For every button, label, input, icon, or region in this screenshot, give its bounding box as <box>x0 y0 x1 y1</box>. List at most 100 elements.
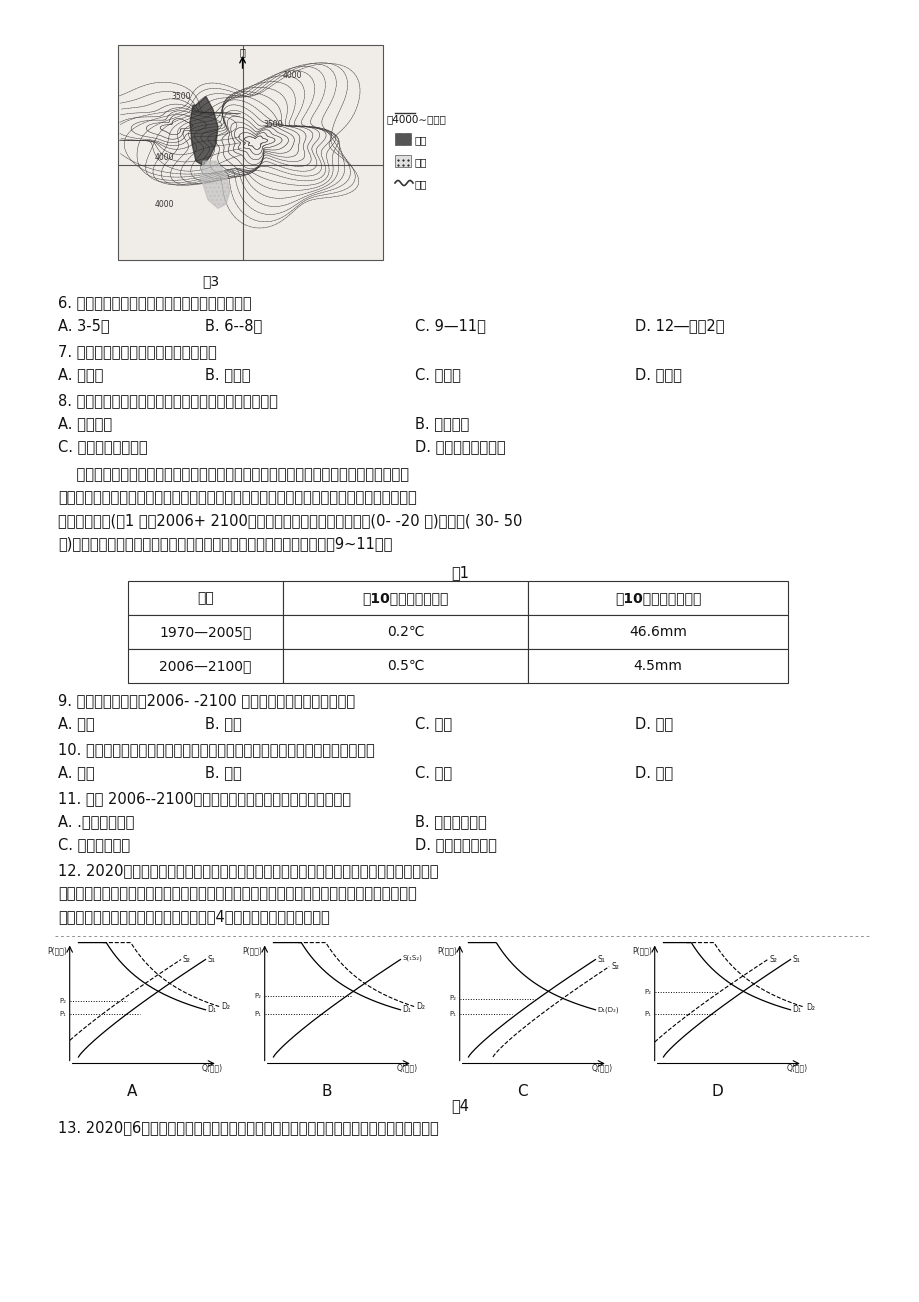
Text: D. 冷干: D. 冷干 <box>634 716 673 730</box>
Text: P(价格): P(价格) <box>437 947 456 956</box>
Text: 6. 水库修建前，布伦口湖湖水的最高水位出现在: 6. 水库修建前，布伦口湖湖水的最高水位出现在 <box>58 296 252 310</box>
Text: Q(数量): Q(数量) <box>786 1064 807 1073</box>
Text: A. 偏东风: A. 偏东风 <box>58 367 103 381</box>
Text: Q(数量): Q(数量) <box>396 1064 417 1073</box>
Text: D₁: D₁ <box>791 1005 800 1014</box>
Text: 3500: 3500 <box>171 92 190 102</box>
Text: 川西云杉林是青藏高原海拔分布最高的树种，对气候变化十分敏感。科学家们通过比较: 川西云杉林是青藏高原海拔分布最高的树种，对气候变化十分敏感。科学家们通过比较 <box>58 467 409 482</box>
Text: B. 暖干: B. 暖干 <box>205 716 242 730</box>
Text: 7. 推断形成白沙山的主导风向最可能是: 7. 推断形成白沙山的主导风向最可能是 <box>58 344 217 359</box>
Text: P₂: P₂ <box>449 996 456 1001</box>
Text: 10. 中、短期川西云杉幼龄树生物量的增加最多，其生物量增长的主导因素应是: 10. 中、短期川西云杉幼龄树生物量的增加最多，其生物量增长的主导因素应是 <box>58 742 374 756</box>
Text: D: D <box>710 1085 722 1099</box>
Text: 引发了消费者对蔬菜价格的担忧。下列图4能够正确描绘这一担忧的是: 引发了消费者对蔬菜价格的担忧。下列图4能够正确描绘这一担忧的是 <box>58 909 329 924</box>
Text: P₂: P₂ <box>644 990 651 995</box>
Text: Q(数量): Q(数量) <box>591 1064 612 1073</box>
Text: C: C <box>516 1085 527 1099</box>
Text: 沙山: 沙山 <box>414 158 427 167</box>
Text: P(价格): P(价格) <box>631 947 651 956</box>
Text: 12. 2020年夏季，我国多地出现大范围降雨降水，部分地区出现洪涝灾害，导致很多蔬菜生: 12. 2020年夏季，我国多地出现大范围降雨降水，部分地区出现洪涝灾害，导致很… <box>58 863 438 878</box>
Bar <box>528 615 788 648</box>
Text: S₁: S₁ <box>208 954 215 963</box>
Text: ␔4000∼等高线: ␔4000∼等高线 <box>387 115 447 124</box>
Text: 时期: 时期 <box>197 591 213 605</box>
Text: 产基地减产，甚至颗粒无收。在此期间，伴随着国内疫情形势好转，学校复学，餐饮业复苏，: 产基地减产，甚至颗粒无收。在此期间，伴随着国内疫情形势好转，学校复学，餐饮业复苏… <box>58 885 416 901</box>
Text: B. 整体不变: B. 整体不变 <box>414 417 469 431</box>
Text: D₂: D₂ <box>415 1003 425 1012</box>
Text: P(价格): P(价格) <box>47 947 67 956</box>
Text: 湖泊: 湖泊 <box>414 135 427 145</box>
Text: D₁(D₂): D₁(D₂) <box>596 1006 618 1013</box>
Text: S₁: S₁ <box>596 954 605 963</box>
Text: 4000: 4000 <box>155 152 175 161</box>
Text: A: A <box>127 1085 137 1099</box>
Text: P₂: P₂ <box>255 993 261 999</box>
Text: C. 偏北风: C. 偏北风 <box>414 367 460 381</box>
Bar <box>528 648 788 684</box>
Text: D. 各海拔大致相同: D. 各海拔大致相同 <box>414 837 496 852</box>
Text: 2006—2100年: 2006—2100年 <box>159 659 252 673</box>
Text: 4.5mm: 4.5mm <box>633 659 682 673</box>
Text: S₂: S₂ <box>183 954 190 963</box>
Polygon shape <box>200 161 230 208</box>
Text: 该树种不同海拔、树龄、不同时期的生物量变化来揭示其对气候变化的响应差异。研究显示，: 该树种不同海拔、树龄、不同时期的生物量变化来揭示其对气候变化的响应差异。研究显示… <box>58 490 416 505</box>
Text: S₁: S₁ <box>791 954 800 963</box>
Text: P(价格): P(价格) <box>242 947 261 956</box>
Text: 嘹3: 嘹3 <box>202 273 219 288</box>
Text: 公路: 公路 <box>414 178 427 189</box>
Text: S(₁S₂): S(₁S₂) <box>403 954 422 961</box>
Text: 0.2℃: 0.2℃ <box>386 625 424 639</box>
Text: P₁: P₁ <box>449 1012 456 1017</box>
Bar <box>128 648 283 684</box>
Text: 表1: 表1 <box>450 565 469 579</box>
Text: B. 光照: B. 光照 <box>205 766 242 780</box>
Text: 北: 北 <box>239 47 245 57</box>
Text: D₂: D₂ <box>805 1003 814 1012</box>
Text: 11. 推测 2006--2100年，相同树龄的川西云杉林生物量的增加: 11. 推测 2006--2100年，相同树龄的川西云杉林生物量的增加 <box>58 792 351 806</box>
Text: C. 冷湿: C. 冷湿 <box>414 716 451 730</box>
Text: 4000: 4000 <box>282 70 301 79</box>
Text: 嘹4: 嘹4 <box>450 1098 469 1113</box>
Text: A. 暖湿: A. 暖湿 <box>58 716 95 730</box>
Text: 每10年降水平均增加: 每10年降水平均增加 <box>614 591 700 605</box>
Text: 9. 从表格数据判断，2006- -2100 年青藏高原的气候变化趋势为: 9. 从表格数据判断，2006- -2100 年青藏高原的气候变化趋势为 <box>58 693 355 708</box>
Text: 13. 2020年6月，国企改革三年行动方案通过，首次提出了支持国企民企之间兼并重组和战: 13. 2020年6月，国企改革三年行动方案通过，首次提出了支持国企民企之间兼并… <box>58 1120 438 1135</box>
Text: B. 偏西风: B. 偏西风 <box>205 367 250 381</box>
Text: C. 9—11月: C. 9—11月 <box>414 318 485 333</box>
Bar <box>128 581 283 615</box>
Bar <box>283 648 528 684</box>
Text: 1970—2005年: 1970—2005年 <box>159 625 252 639</box>
Text: 4000: 4000 <box>155 199 175 208</box>
Text: C. 低海拔区最多: C. 低海拔区最多 <box>58 837 130 852</box>
Bar <box>394 133 411 145</box>
Text: P₁: P₁ <box>60 1012 67 1017</box>
Text: 8. 相较于湖面，水库建成后白沙山的相对高度比建成前: 8. 相较于湖面，水库建成后白沙山的相对高度比建成前 <box>58 393 278 408</box>
Text: B: B <box>322 1085 332 1099</box>
Text: D. 偏南风: D. 偏南风 <box>634 367 681 381</box>
Text: A. 整体升高: A. 整体升高 <box>58 417 112 431</box>
Text: 46.6mm: 46.6mm <box>629 625 686 639</box>
Bar <box>528 581 788 615</box>
Text: A. 3-5月: A. 3-5月 <box>58 318 109 333</box>
Text: D. 水分: D. 水分 <box>634 766 673 780</box>
Text: A. .高海拔区最多: A. .高海拔区最多 <box>58 814 134 829</box>
Text: 每10年气温平均升高: 每10年气温平均升高 <box>362 591 448 605</box>
Text: C. 年内季节变化减小: C. 年内季节变化减小 <box>58 439 147 454</box>
Text: D. 年内季节变化增大: D. 年内季节变化增大 <box>414 439 505 454</box>
Text: P₁: P₁ <box>255 1012 261 1017</box>
Text: D₂: D₂ <box>221 1003 230 1012</box>
Text: D₁: D₁ <box>403 1005 411 1014</box>
Polygon shape <box>190 96 218 165</box>
Text: 两个时期相比(表1 ），2006+ 2100年，该树种的生物量增加，短期(0- -20 年)和中期( 30- 50: 两个时期相比(表1 ），2006+ 2100年，该树种的生物量增加，短期(0- … <box>58 513 522 529</box>
Text: 0.5℃: 0.5℃ <box>386 659 424 673</box>
Text: A. 土壤: A. 土壤 <box>58 766 95 780</box>
Bar <box>283 581 528 615</box>
Text: B. 6--8月: B. 6--8月 <box>205 318 262 333</box>
Text: S₂: S₂ <box>769 954 777 963</box>
Text: C. 温度: C. 温度 <box>414 766 451 780</box>
Text: P₂: P₂ <box>60 999 67 1004</box>
Bar <box>283 615 528 648</box>
Bar <box>118 46 382 260</box>
Bar <box>394 155 411 167</box>
Text: D₁: D₁ <box>208 1005 216 1014</box>
